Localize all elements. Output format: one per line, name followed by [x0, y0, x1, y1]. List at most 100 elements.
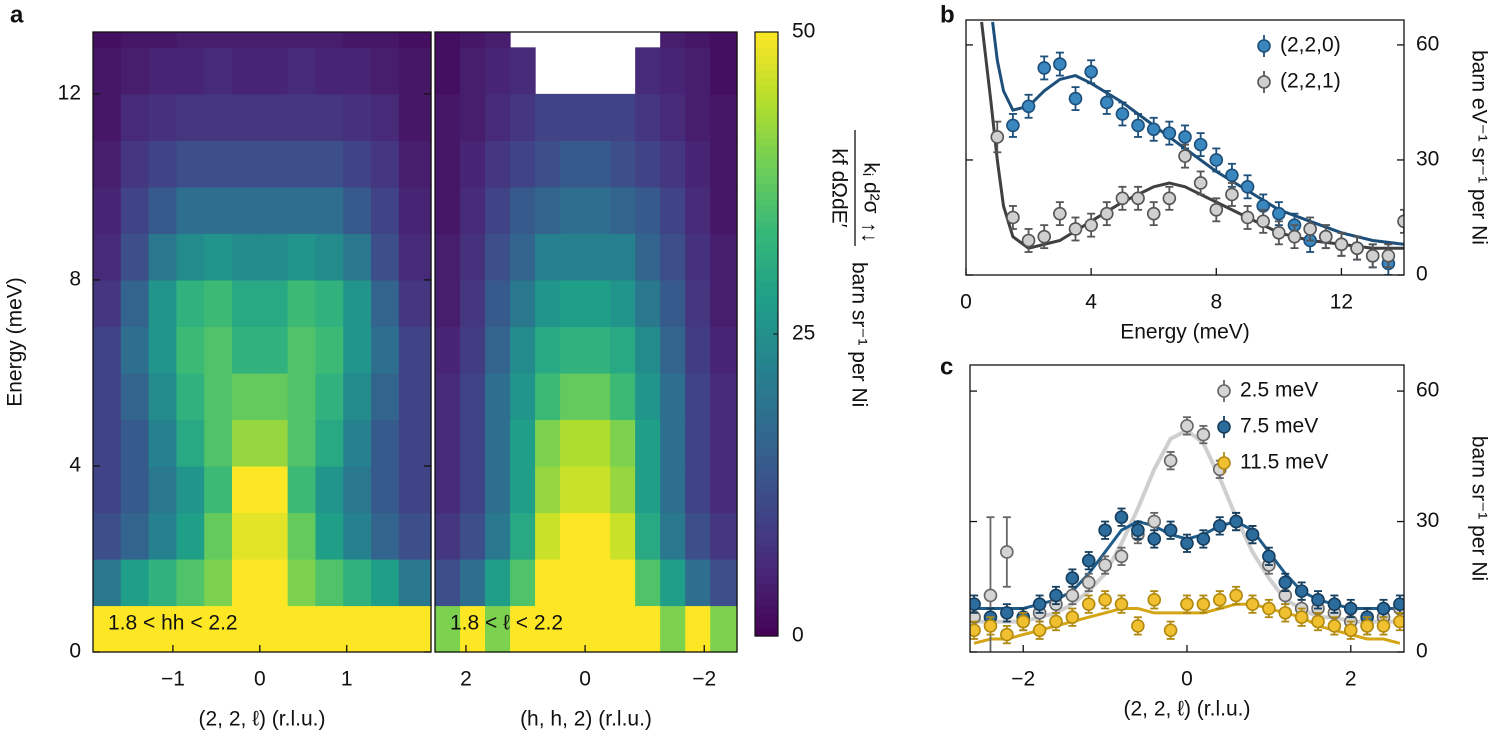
data-point [1065, 588, 1080, 603]
heatmap-cell [510, 605, 536, 653]
heatmap-cell [535, 326, 561, 374]
panel-letter: c [940, 353, 953, 380]
data-point [1262, 549, 1276, 564]
legend-marker [1257, 75, 1271, 89]
data-point [1049, 588, 1063, 603]
colorbar-segment [755, 598, 778, 607]
heatmap-cell [585, 605, 611, 653]
colorbar-tick-label: 25 [792, 322, 815, 345]
colorbar-segment [755, 198, 778, 207]
heatmap-cell [560, 140, 586, 188]
heatmap-cell [485, 32, 511, 48]
heatmap-cell [535, 605, 561, 653]
heatmap-cell [232, 372, 261, 421]
heatmap-cell [120, 372, 150, 421]
heatmap-cell [685, 558, 711, 607]
colorbar-segment [755, 386, 778, 395]
heatmap-cell [435, 605, 461, 653]
heatmap-cell [204, 233, 233, 281]
heatmap-cell [343, 326, 372, 374]
heatmap-cell [510, 233, 536, 281]
data-point [1068, 91, 1083, 106]
heatmap-cell [485, 47, 511, 95]
heatmap-cell [176, 233, 205, 281]
heatmap-cell [485, 558, 511, 607]
heatmap-cell [560, 279, 586, 328]
colorbar-segment [755, 590, 778, 599]
data-point [1240, 180, 1255, 194]
heatmap-cell [435, 372, 461, 421]
x-tick-label: 12 [1330, 291, 1353, 314]
heatmap-cell [259, 186, 289, 234]
colorbar-segment [755, 341, 778, 350]
heatmap-cell [535, 419, 561, 467]
colorbar-segment [755, 379, 778, 388]
colorbar-segment [755, 515, 778, 524]
data-point [1163, 623, 1178, 638]
heatmap-cell [259, 512, 289, 560]
heatmap-cell [93, 32, 122, 48]
data-point [1294, 584, 1309, 598]
heatmap-cell [610, 605, 636, 653]
colorbar-segment [755, 69, 778, 78]
heatmap-cell [148, 140, 178, 188]
data-point [1081, 553, 1096, 568]
colorbar-segment [755, 32, 778, 41]
heatmap-cell [176, 465, 205, 514]
data-point [1278, 606, 1293, 620]
heatmap-cell [371, 140, 400, 188]
data-point [1147, 532, 1162, 546]
data-point [1000, 545, 1014, 559]
heatmap-cell [343, 186, 372, 234]
heatmap-cell [343, 465, 372, 514]
heatmap-cell [204, 47, 233, 95]
heatmap-cell [635, 372, 661, 421]
colorbar-segment [755, 583, 778, 592]
heatmap-cell [535, 372, 561, 421]
heatmap-cell [232, 326, 261, 374]
colorbar-segment [755, 334, 778, 343]
heatmap-cell [176, 558, 205, 607]
data-point [1178, 149, 1192, 163]
heatmap-cell [120, 186, 150, 234]
heatmap-cell [710, 186, 738, 234]
heatmap-cell [485, 326, 511, 374]
heatmap-cell [343, 93, 372, 141]
heatmap-cell [635, 465, 661, 514]
heatmap-cell [685, 372, 711, 421]
data-point [1163, 453, 1178, 468]
heatmap-cell [510, 93, 536, 141]
heatmap-cell [585, 419, 611, 467]
heatmap-cell [148, 279, 178, 328]
heatmap-cell [371, 419, 400, 467]
heatmap-cell [148, 233, 178, 281]
heatmap-cell [485, 186, 511, 234]
heatmap-cell [660, 47, 686, 95]
data-point [1272, 226, 1286, 240]
heatmap-cell [93, 326, 122, 374]
heatmap-cell [343, 32, 372, 48]
y-tick-label: 60 [1416, 32, 1439, 55]
heatmap-cell [259, 279, 289, 328]
heatmap-cell [710, 419, 738, 467]
heatmap-cell [148, 419, 178, 467]
axes-frame [92, 31, 432, 653]
heatmap-cell [435, 558, 461, 607]
colorbar-segment [755, 439, 778, 448]
heatmap-cell [232, 140, 261, 188]
axes-frame [434, 31, 738, 653]
colorbar-segment [755, 575, 778, 584]
heatmap-cell [93, 372, 122, 421]
heatmap-cell [204, 32, 233, 48]
heatmap-cell [259, 326, 289, 374]
heatmap-cell [660, 186, 686, 234]
colorbar-segment [755, 266, 778, 275]
heatmap-cell [371, 93, 400, 141]
heatmap-cell [120, 512, 150, 560]
heatmap-cell [710, 93, 738, 141]
heatmap-cell [315, 558, 344, 607]
data-point [1081, 575, 1096, 590]
heatmap-cell [660, 558, 686, 607]
data-point [1196, 597, 1211, 611]
data-point [1376, 601, 1391, 616]
